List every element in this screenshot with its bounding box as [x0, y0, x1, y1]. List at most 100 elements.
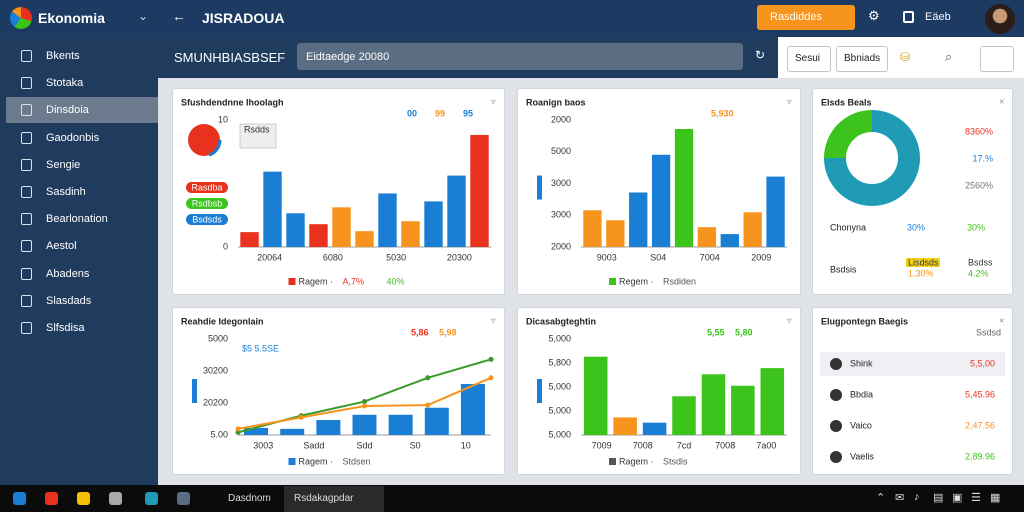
line-point [235, 429, 241, 435]
line-point [362, 399, 367, 405]
bar [355, 231, 374, 247]
list-icon [830, 451, 842, 463]
tray-icon: ♪ [914, 491, 920, 503]
sidebar-item[interactable]: Slasdads [46, 294, 92, 307]
list-value: 5,5,00 [970, 358, 995, 368]
badge-icon [188, 124, 220, 156]
row-label: Chonyna [830, 222, 866, 232]
toolbar-button[interactable] [980, 46, 1014, 72]
tag-box [239, 123, 277, 149]
legend-swatch [609, 458, 616, 465]
toolbar-button-label: Bbniads [844, 53, 881, 64]
sidebar-item[interactable]: Sengie [46, 158, 81, 171]
panel-menu: ▿ [491, 315, 496, 325]
badge: 5,98 [439, 327, 457, 337]
panel-menu: × [999, 315, 1004, 325]
sidebar-item[interactable]: Dinsdoia [46, 104, 89, 117]
sidebar-item[interactable]: Aestol [46, 240, 77, 253]
search-text: Eidtaedge 20080 [306, 51, 390, 63]
legend-swatch [288, 278, 296, 285]
legend-label: Stsdis [663, 456, 688, 466]
panel-menu: × [999, 96, 1004, 106]
panel-canvas: Elsds Beals × 8360% 17.% 2560% Chonyna 30% 30% B… [821, 96, 1004, 278]
toolbar-icon: ⛁ [900, 50, 911, 64]
page-title: SMUNHBIASBSEF [174, 50, 286, 65]
taskbar-icon[interactable] [45, 492, 58, 505]
donut-segment [824, 110, 873, 159]
user-name: Eäeb [925, 11, 951, 23]
taskbar-icon[interactable] [13, 492, 26, 505]
sidebar-item[interactable]: Gaodonbis [46, 131, 100, 144]
legend-label: Stdsen [343, 456, 371, 466]
line-point [362, 403, 367, 409]
x-tick-label: 7a00 [756, 440, 776, 450]
taskbar-app-label: Rsdakagpdar [294, 493, 354, 504]
list-row [820, 352, 1005, 376]
bar [244, 427, 269, 435]
list-icon [830, 420, 842, 432]
bar [460, 383, 485, 435]
bar [286, 213, 305, 247]
line-point [425, 375, 431, 381]
action-button[interactable] [757, 5, 855, 30]
taskbar-icon[interactable] [145, 492, 158, 505]
panel-title: Sfushdendnne Ihoolagh [181, 97, 284, 107]
search-field[interactable] [297, 43, 743, 70]
row-tag-label: Bsdss [968, 257, 993, 267]
sidebar-item[interactable]: Bkents [46, 50, 80, 62]
bar [651, 154, 671, 247]
sidebar-icon [21, 77, 32, 90]
taskbar-app-label: Dasdnom [228, 493, 271, 504]
badge: 99 [435, 108, 445, 118]
tag-pill [186, 198, 228, 209]
y-tick-label: 5,000 [548, 429, 571, 439]
taskbar-icon[interactable] [109, 492, 122, 505]
panel-menu: ▿ [787, 315, 792, 325]
x-tick-label: S04 [650, 252, 666, 262]
legend-label: Ragem · [299, 276, 334, 286]
bar [401, 221, 420, 247]
row-value: 30% [907, 222, 925, 232]
legend-swatch [609, 278, 616, 285]
y-tick-label: 2000 [551, 114, 571, 124]
donut-value: 8360% [965, 126, 993, 136]
panel-title: Dicasabgteghtin [526, 316, 596, 326]
y-tick-label: 5.00 [210, 429, 228, 439]
list-value: 5,45.96 [965, 389, 995, 399]
bar [629, 192, 648, 247]
badge: 5,80 [735, 327, 753, 337]
row-value: 30% [967, 222, 985, 232]
panel-canvas: Sfushdendnne Ihoolagh ▿ 00 99 95 10 0 20064 6080… [181, 96, 496, 286]
sidebar-item[interactable]: Sasdinh [46, 186, 86, 198]
menu-chevron: ⌄ [138, 9, 149, 23]
sidebar-icon [21, 267, 32, 280]
row-value: 1.30% [908, 268, 934, 278]
sidebar-item[interactable]: Abadens [46, 267, 90, 280]
sidebar-item[interactable]: Bearlonation [46, 213, 108, 226]
toolbar-button[interactable] [836, 46, 888, 72]
y-tick-label: 0 [223, 241, 228, 251]
donut-value: 17.% [972, 153, 993, 163]
taskbar-app[interactable] [284, 486, 384, 512]
sidebar-icon [21, 213, 32, 226]
bar [470, 134, 489, 247]
bar [388, 414, 413, 435]
line-point [488, 375, 494, 381]
y-tick-label: 5,000 [548, 381, 571, 391]
bar [674, 128, 694, 247]
taskbar-icon[interactable] [177, 492, 190, 505]
toolbar-button[interactable] [787, 46, 831, 72]
panel-menu: ▿ [491, 96, 496, 106]
y-tick-label: 2000 [551, 241, 571, 251]
tray-icon: ☰ [971, 492, 981, 504]
taskbar-icon[interactable] [77, 492, 90, 505]
sidebar-item[interactable]: Stotaka [46, 77, 84, 90]
sidebar-item[interactable]: Slfsdisa [46, 322, 85, 334]
list-name: Vaico [850, 420, 872, 430]
x-tick-label: 7008 [715, 440, 735, 450]
x-tick-label: 20300 [447, 252, 472, 262]
tag-title: Rsdds [244, 124, 270, 134]
y-tick-label: 3000 [551, 178, 571, 188]
x-tick-label: 6080 [323, 252, 343, 262]
